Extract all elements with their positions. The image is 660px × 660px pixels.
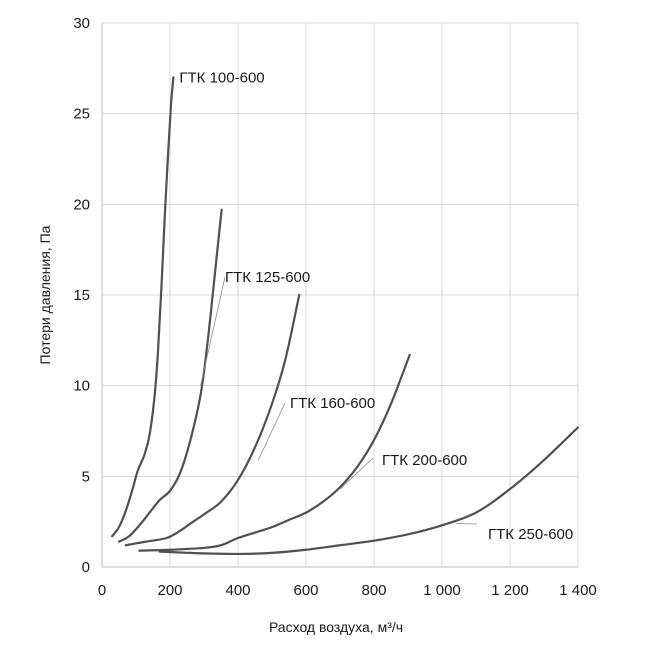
series-label-leader xyxy=(339,457,374,490)
series-line xyxy=(158,426,580,556)
series-label: ГТК 160-600 xyxy=(290,395,375,412)
x-tick-label: 600 xyxy=(293,582,318,599)
y-tick-label: 30 xyxy=(73,15,90,32)
axes xyxy=(101,23,578,568)
y-axis-title: Потери давления, Па xyxy=(37,225,53,364)
series-label-leader xyxy=(200,276,226,386)
x-axis-title: Расход воздуха, м³/ч xyxy=(269,619,403,635)
series-label-leader xyxy=(258,402,286,461)
series-label-leader xyxy=(455,523,478,525)
y-tick-label: 0 xyxy=(82,559,90,576)
y-tick-label: 5 xyxy=(82,468,90,485)
x-tick-label: 1 000 xyxy=(423,582,461,599)
x-tick-label: 800 xyxy=(361,582,386,599)
series-line xyxy=(111,76,175,538)
series-line xyxy=(124,293,301,547)
x-tick-label: 400 xyxy=(225,582,250,599)
x-tick-label: 200 xyxy=(157,582,182,599)
x-tick-label: 1 400 xyxy=(559,582,597,599)
y-tick-label: 10 xyxy=(73,378,90,395)
series-label: ГТК 125-600 xyxy=(225,269,310,286)
series-line xyxy=(138,353,411,552)
series-label: ГТК 250-600 xyxy=(488,526,573,543)
y-tick-label: 20 xyxy=(73,196,90,213)
series-label: ГТК 100-600 xyxy=(179,69,264,86)
y-tick-label: 25 xyxy=(73,106,90,123)
series-labels: ГТК 100-600 ГТК 125-600 ГТК 160-600 ГТК 200… xyxy=(179,69,573,543)
grid xyxy=(102,22,579,567)
series-lines xyxy=(111,76,580,556)
x-tick-label: 1 200 xyxy=(491,582,529,599)
series-line xyxy=(117,208,223,543)
series-label: ГТК 200-600 xyxy=(382,452,467,469)
x-tick-label: 0 xyxy=(98,582,106,599)
tick-labels: 0 200 400 600 800 1 000 1 200 1 400 0 5 10 15 20 25 30 xyxy=(73,15,596,599)
y-tick-label: 15 xyxy=(73,287,90,304)
